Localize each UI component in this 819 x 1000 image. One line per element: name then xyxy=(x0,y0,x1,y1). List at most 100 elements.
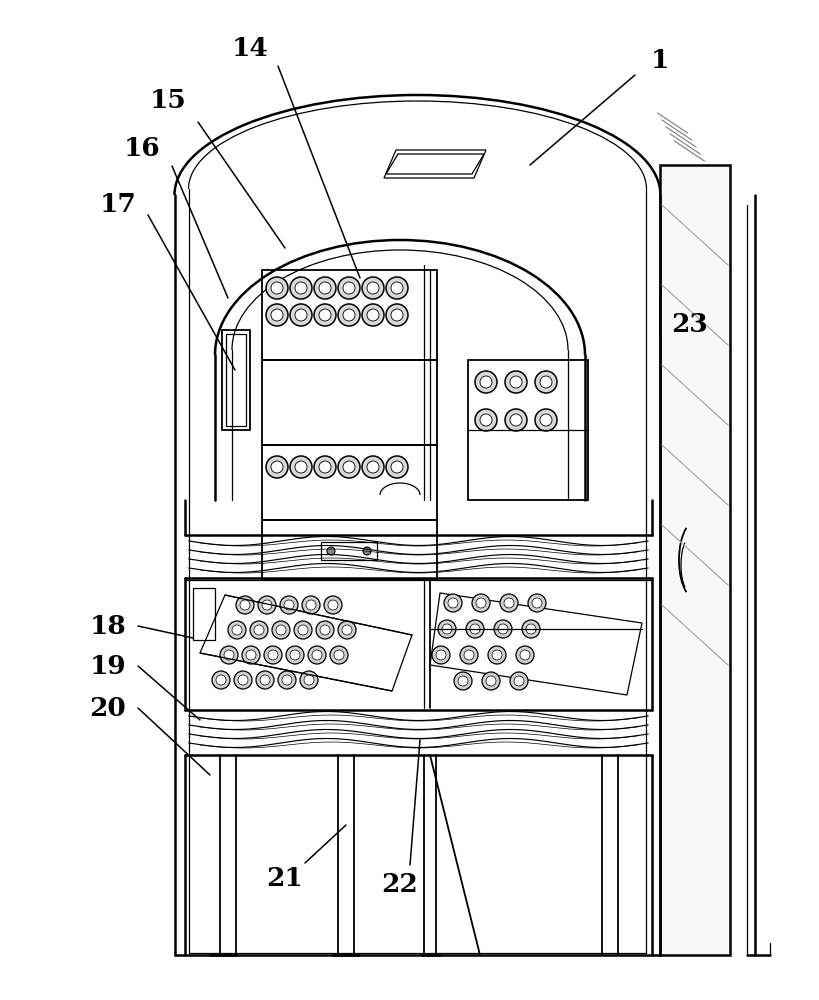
Bar xyxy=(222,330,250,430)
Text: 19: 19 xyxy=(90,654,126,678)
Bar xyxy=(226,334,246,426)
Circle shape xyxy=(240,600,250,610)
Circle shape xyxy=(236,596,254,614)
Text: 18: 18 xyxy=(89,613,126,639)
Circle shape xyxy=(338,304,360,326)
Circle shape xyxy=(386,456,408,478)
Circle shape xyxy=(319,282,331,294)
Circle shape xyxy=(234,671,252,689)
Circle shape xyxy=(338,456,360,478)
Circle shape xyxy=(284,600,294,610)
Circle shape xyxy=(486,676,496,686)
Circle shape xyxy=(505,409,527,431)
Circle shape xyxy=(475,371,497,393)
Circle shape xyxy=(224,650,234,660)
Circle shape xyxy=(391,461,403,473)
Circle shape xyxy=(294,621,312,639)
Circle shape xyxy=(362,277,384,299)
Circle shape xyxy=(256,671,274,689)
Circle shape xyxy=(238,675,248,685)
Circle shape xyxy=(268,650,278,660)
Circle shape xyxy=(280,596,298,614)
Circle shape xyxy=(505,371,527,393)
Circle shape xyxy=(290,277,312,299)
Circle shape xyxy=(271,282,283,294)
Circle shape xyxy=(330,646,348,664)
Circle shape xyxy=(271,309,283,321)
Circle shape xyxy=(343,282,355,294)
Circle shape xyxy=(266,456,288,478)
Circle shape xyxy=(254,625,264,635)
Circle shape xyxy=(488,646,506,664)
Circle shape xyxy=(328,600,338,610)
Circle shape xyxy=(510,376,522,388)
Circle shape xyxy=(498,624,508,634)
Circle shape xyxy=(438,620,456,638)
Circle shape xyxy=(367,461,379,473)
Circle shape xyxy=(266,277,288,299)
Circle shape xyxy=(308,646,326,664)
Bar xyxy=(660,165,730,955)
Circle shape xyxy=(367,309,379,321)
Circle shape xyxy=(432,646,450,664)
Bar xyxy=(468,360,588,500)
Bar xyxy=(262,360,437,445)
Circle shape xyxy=(494,620,512,638)
Circle shape xyxy=(482,672,500,690)
Circle shape xyxy=(246,650,256,660)
Circle shape xyxy=(362,304,384,326)
Circle shape xyxy=(316,621,334,639)
Bar xyxy=(193,588,215,640)
Circle shape xyxy=(514,676,524,686)
Circle shape xyxy=(272,621,290,639)
Circle shape xyxy=(295,282,307,294)
Text: 22: 22 xyxy=(382,872,419,898)
Circle shape xyxy=(338,621,356,639)
Circle shape xyxy=(327,547,335,555)
Circle shape xyxy=(466,620,484,638)
Text: 23: 23 xyxy=(672,312,708,338)
Circle shape xyxy=(500,594,518,612)
Circle shape xyxy=(220,646,238,664)
Bar xyxy=(262,520,437,580)
Circle shape xyxy=(343,461,355,473)
Circle shape xyxy=(314,456,336,478)
Circle shape xyxy=(290,456,312,478)
Circle shape xyxy=(442,624,452,634)
Circle shape xyxy=(386,304,408,326)
Circle shape xyxy=(460,646,478,664)
Circle shape xyxy=(314,304,336,326)
Circle shape xyxy=(516,646,534,664)
Circle shape xyxy=(228,621,246,639)
Circle shape xyxy=(260,675,270,685)
Circle shape xyxy=(338,277,360,299)
Circle shape xyxy=(444,594,462,612)
Circle shape xyxy=(475,409,497,431)
Circle shape xyxy=(290,304,312,326)
Circle shape xyxy=(458,676,468,686)
Circle shape xyxy=(510,414,522,426)
Circle shape xyxy=(464,650,474,660)
Circle shape xyxy=(510,672,528,690)
Circle shape xyxy=(342,625,352,635)
Circle shape xyxy=(320,625,330,635)
Text: 1: 1 xyxy=(651,47,669,73)
Circle shape xyxy=(391,309,403,321)
Circle shape xyxy=(250,621,268,639)
Bar xyxy=(262,270,437,360)
Circle shape xyxy=(540,376,552,388)
Circle shape xyxy=(290,650,300,660)
Circle shape xyxy=(436,650,446,660)
Circle shape xyxy=(492,650,502,660)
Circle shape xyxy=(276,625,286,635)
Circle shape xyxy=(334,650,344,660)
Circle shape xyxy=(540,414,552,426)
Circle shape xyxy=(266,304,288,326)
Circle shape xyxy=(212,671,230,689)
Circle shape xyxy=(314,277,336,299)
Circle shape xyxy=(367,282,379,294)
Circle shape xyxy=(262,600,272,610)
Circle shape xyxy=(319,461,331,473)
Circle shape xyxy=(282,675,292,685)
Circle shape xyxy=(480,414,492,426)
